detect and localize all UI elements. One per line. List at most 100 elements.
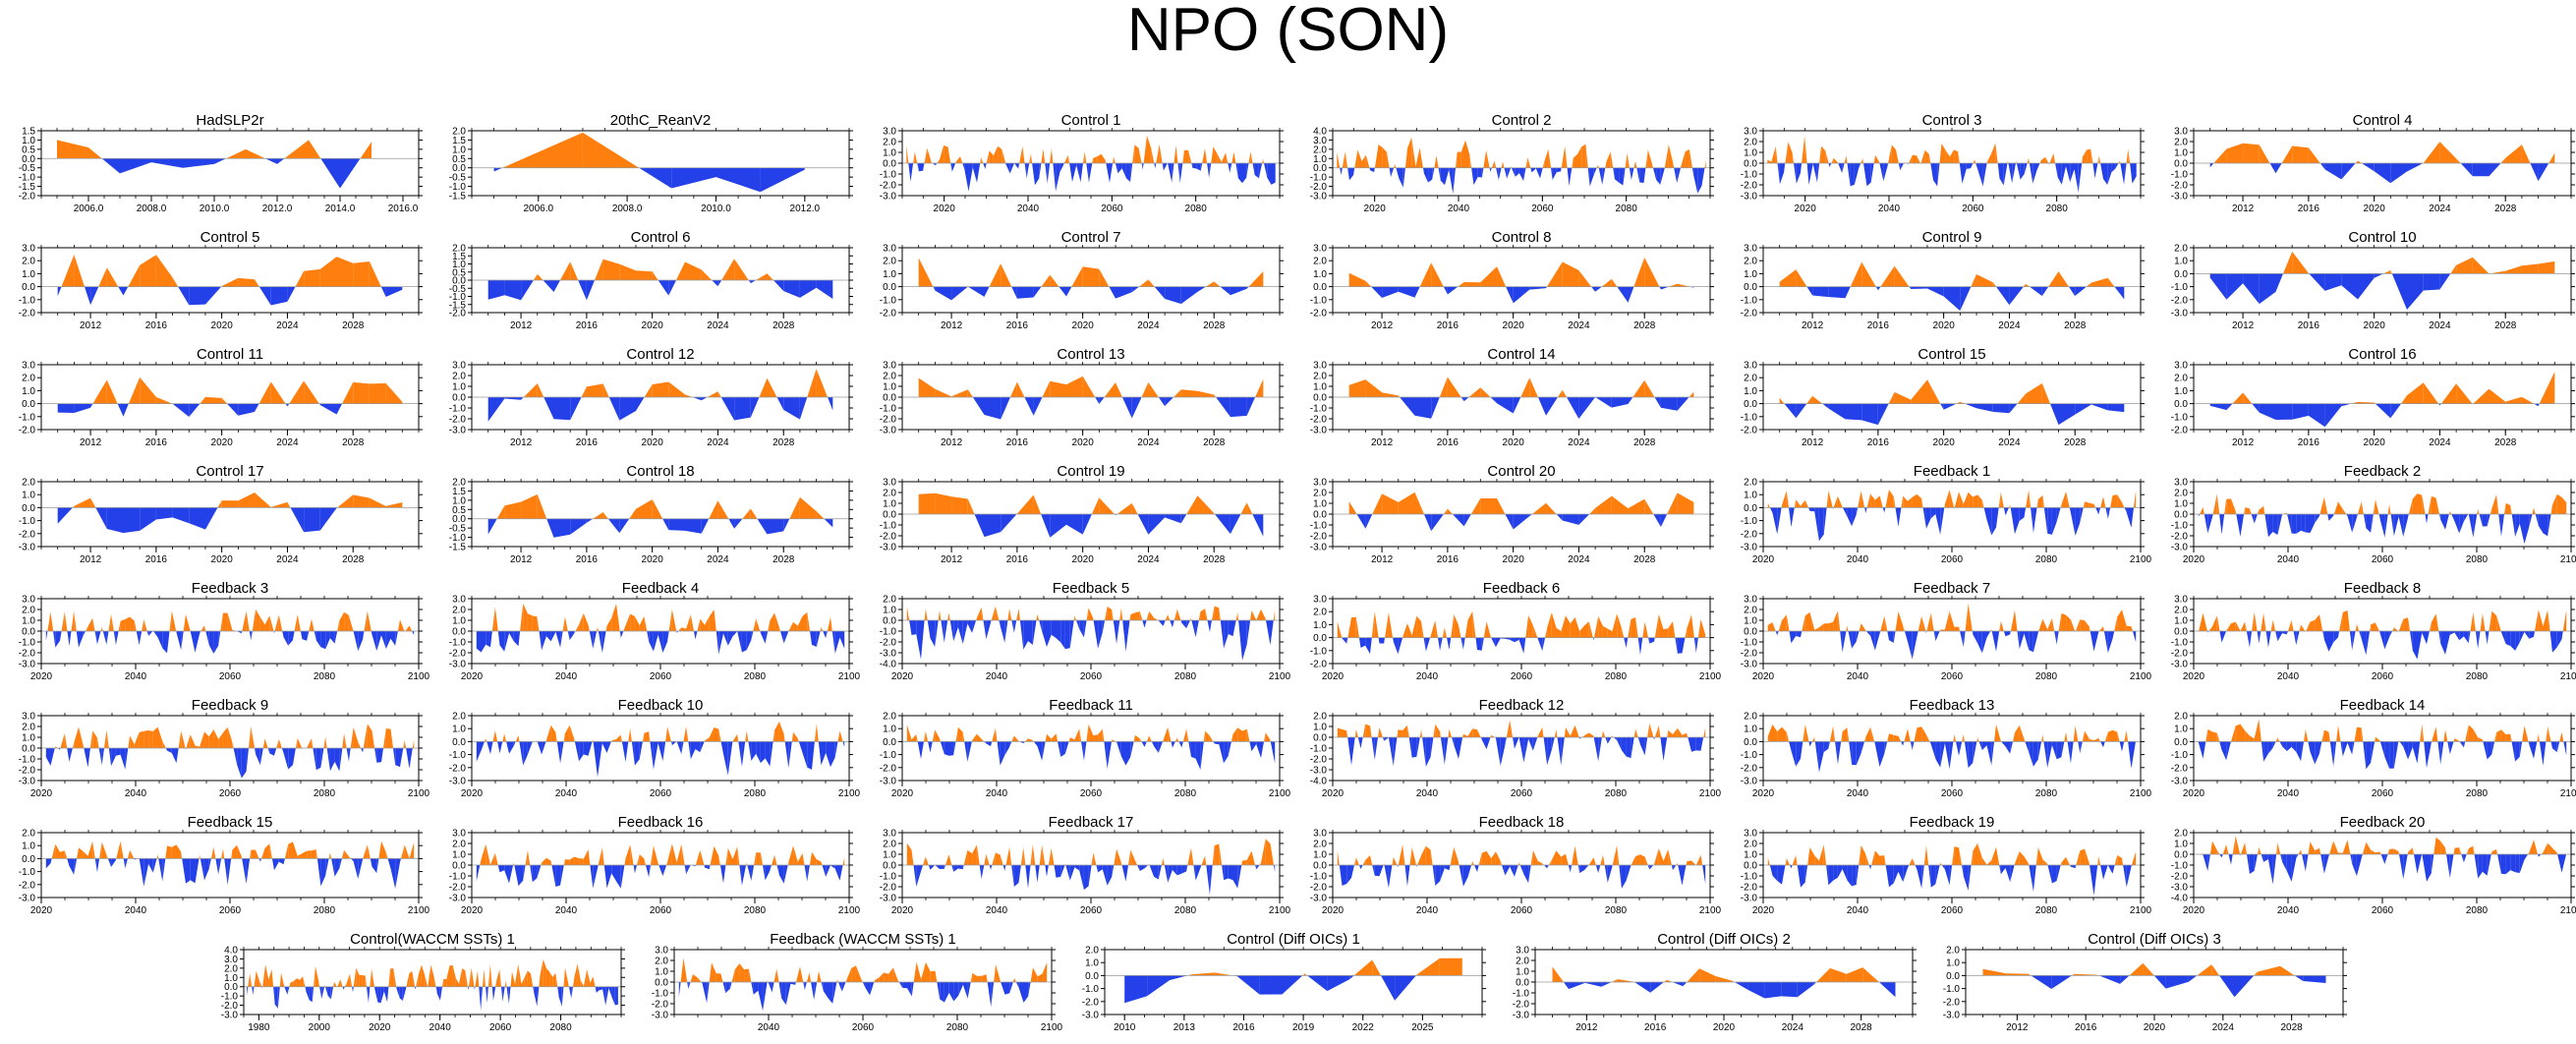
positive-area bbox=[2042, 618, 2048, 631]
negative-area bbox=[2500, 514, 2504, 537]
panel-title: Feedback 10 bbox=[618, 697, 704, 714]
positive-area bbox=[1858, 491, 1861, 508]
positive-area bbox=[592, 739, 594, 742]
negative-area bbox=[712, 280, 718, 287]
positive-area bbox=[2216, 615, 2220, 631]
negative-area bbox=[1425, 737, 1431, 767]
positive-area bbox=[791, 731, 794, 742]
negative-area bbox=[1393, 737, 1398, 767]
positive-area bbox=[1456, 151, 1458, 168]
negative-area bbox=[1940, 507, 1945, 535]
negative-area bbox=[1909, 286, 1912, 289]
negative-area bbox=[1423, 167, 1429, 183]
negative-area bbox=[2112, 631, 2115, 639]
y-tick-label: 3.0 bbox=[22, 595, 35, 606]
negative-area bbox=[1814, 507, 1819, 542]
y-tick-label: 0.0 bbox=[1744, 627, 1757, 638]
negative-area bbox=[1431, 514, 1444, 532]
positive-area bbox=[1467, 728, 1473, 737]
negative-area bbox=[1224, 620, 1229, 649]
negative-area bbox=[2003, 507, 2006, 516]
positive-area bbox=[1901, 495, 1904, 508]
negative-area bbox=[619, 518, 630, 534]
positive-area bbox=[2408, 498, 2413, 514]
negative-area bbox=[1023, 741, 1025, 744]
negative-area bbox=[69, 748, 73, 762]
positive-area bbox=[774, 612, 779, 631]
negative-area bbox=[208, 631, 214, 654]
negative-area bbox=[513, 741, 516, 746]
positive-area bbox=[1190, 617, 1192, 620]
x-tick-label: 2080 bbox=[1174, 671, 1197, 682]
x-tick-label: 2020 bbox=[1752, 671, 1775, 682]
x-tick-label: 2016 bbox=[1867, 320, 1890, 331]
negative-area bbox=[2410, 631, 2413, 651]
positive-area bbox=[1873, 154, 1875, 163]
negative-area bbox=[1935, 507, 1941, 535]
negative-area bbox=[2460, 163, 2473, 177]
negative-area bbox=[542, 631, 546, 651]
y-tick-label: 0.0 bbox=[1313, 510, 1327, 521]
positive-area bbox=[2562, 609, 2567, 631]
x-tick-label: 2100 bbox=[1699, 671, 1722, 682]
y-tick-label: 0.0 bbox=[2174, 627, 2188, 638]
negative-area bbox=[1379, 637, 1385, 644]
positive-area bbox=[981, 738, 985, 742]
negative-area bbox=[553, 397, 571, 421]
negative-area bbox=[1996, 286, 2010, 306]
negative-area bbox=[241, 748, 247, 779]
y-tick-label: -3.0 bbox=[19, 777, 36, 787]
negative-area bbox=[1940, 403, 1944, 410]
positive-area bbox=[383, 728, 386, 748]
negative-area bbox=[1806, 163, 1809, 185]
panel-34: Feedback 12-4.0-3.0-2.0-1.00.01.02.02020… bbox=[1310, 697, 1722, 799]
panel-title: Control 19 bbox=[1057, 463, 1124, 480]
negative-area bbox=[1440, 737, 1445, 765]
positive-area bbox=[1411, 137, 1416, 168]
positive-area bbox=[1101, 153, 1106, 163]
negative-area bbox=[1172, 741, 1175, 748]
negative-area bbox=[1978, 163, 1983, 187]
positive-area bbox=[2000, 620, 2004, 631]
negative-area bbox=[741, 631, 747, 653]
negative-area bbox=[1371, 286, 1383, 298]
positive-area bbox=[717, 391, 721, 397]
positive-area bbox=[1611, 278, 1618, 287]
negative-area bbox=[376, 748, 381, 763]
positive-area bbox=[533, 273, 538, 280]
negative-area bbox=[2296, 514, 2302, 534]
negative-area bbox=[1552, 167, 1557, 180]
positive-area bbox=[1794, 499, 1797, 508]
negative-area bbox=[1523, 167, 1526, 182]
x-tick-label: 2016 bbox=[576, 320, 599, 331]
negative-area bbox=[380, 286, 386, 297]
negative-area bbox=[1511, 167, 1516, 177]
positive-area bbox=[1607, 628, 1613, 638]
negative-area bbox=[1024, 163, 1027, 179]
negative-area bbox=[1083, 741, 1087, 761]
x-tick-label: 2010.0 bbox=[701, 203, 731, 214]
positive-area bbox=[2306, 621, 2311, 631]
panel-title: Control 6 bbox=[631, 229, 691, 246]
x-tick-label: 2100 bbox=[2130, 671, 2152, 682]
y-tick-label: -2.0 bbox=[19, 766, 36, 777]
x-tick-label: 2024 bbox=[1568, 554, 1590, 565]
negative-area bbox=[497, 631, 500, 646]
negative-area bbox=[765, 631, 769, 644]
negative-area bbox=[2124, 163, 2127, 185]
positive-area bbox=[1374, 610, 1379, 638]
negative-area bbox=[983, 620, 987, 640]
positive-area bbox=[1419, 147, 1423, 168]
negative-area bbox=[1619, 167, 1624, 186]
positive-area bbox=[1570, 616, 1575, 638]
negative-area bbox=[336, 403, 343, 415]
y-tick-label: -1.0 bbox=[1310, 404, 1328, 415]
x-tick-label: 2060 bbox=[2372, 554, 2394, 565]
negative-area bbox=[1082, 514, 1092, 535]
negative-area bbox=[2363, 514, 2367, 529]
positive-area bbox=[981, 156, 984, 163]
positive-area bbox=[1658, 613, 1664, 638]
positive-area bbox=[54, 746, 56, 748]
positive-area bbox=[2213, 148, 2227, 163]
positive-area bbox=[1796, 269, 1807, 287]
